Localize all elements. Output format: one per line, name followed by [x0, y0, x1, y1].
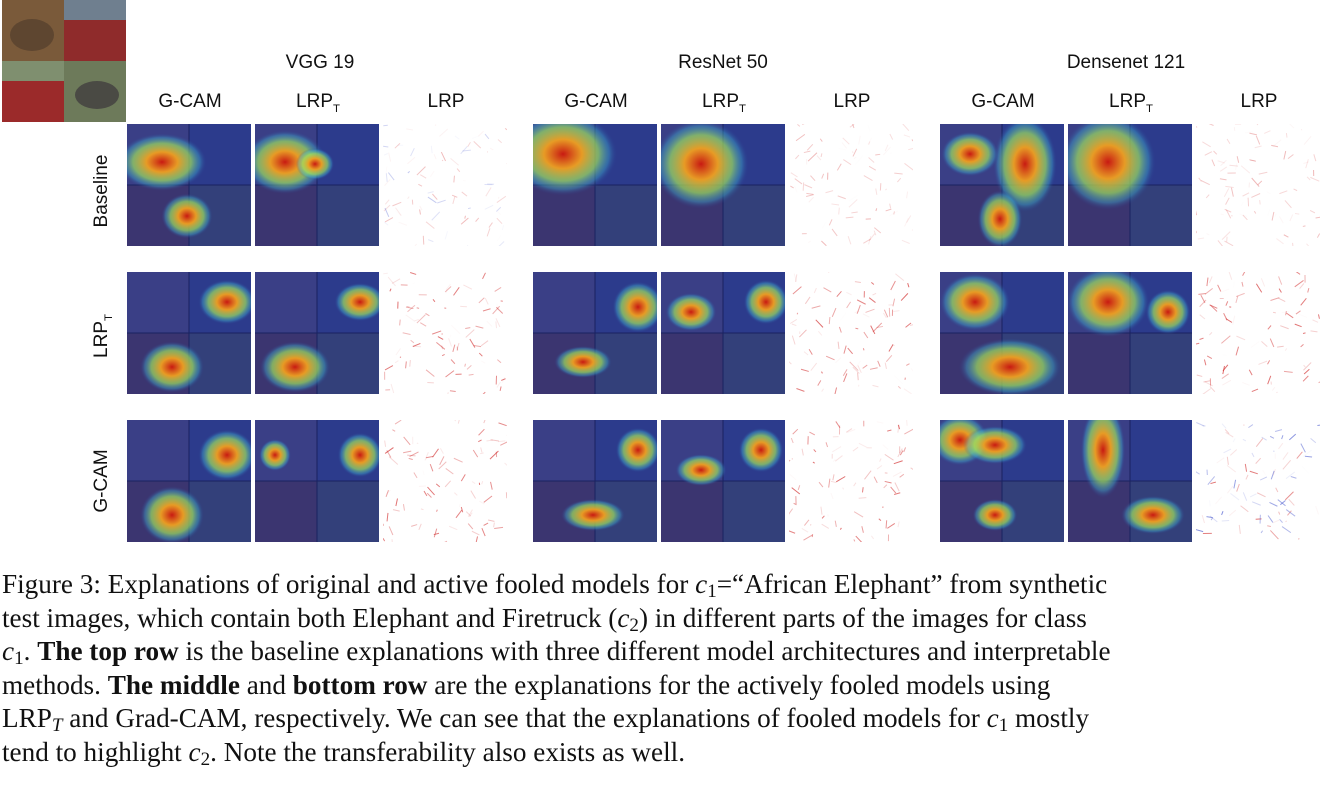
panel-lrpt-densenet121-gcam [940, 272, 1064, 394]
panel-baseline-resnet50-lrp [789, 124, 913, 246]
column-label-densenet121-lrp: LRP [1240, 91, 1278, 112]
figure-panel: VGG 19 ResNet 50 Densenet 121 G-CAM LRPT L… [2, 0, 1320, 542]
figure-caption: Figure 3: Explanations of original and a… [2, 569, 1111, 770]
column-label-densenet121-gcam: G-CAM [971, 91, 1035, 112]
panel-baseline-densenet121-gcam [940, 124, 1064, 246]
row-label-lrpt: LRPT [91, 314, 115, 358]
column-label-resnet50-lrp: LRP [833, 91, 871, 112]
panel-baseline-densenet121-lrpt [1068, 124, 1192, 246]
panel-baseline-vgg19-gcam [127, 124, 251, 246]
panel-gcam-densenet121-lrpt [1068, 420, 1192, 542]
panel-baseline-densenet121-lrp [1196, 124, 1320, 246]
panel-baseline-vgg19-lrp [383, 124, 507, 246]
panel-gcam-resnet50-lrpt [661, 420, 785, 542]
panel-gcam-densenet121-lrp [1196, 420, 1320, 542]
column-label-resnet50-gcam: G-CAM [564, 91, 628, 112]
panel-lrpt-resnet50-gcam [533, 272, 657, 394]
model-label-vgg19: VGG 19 [285, 52, 355, 73]
column-label-resnet50-lrpt: LRPT [702, 91, 746, 115]
panel-lrpt-vgg19-gcam [127, 272, 251, 394]
panel-baseline-vgg19-lrpt [255, 124, 379, 246]
panel-lrpt-resnet50-lrp [789, 272, 913, 394]
panel-lrpt-resnet50-lrpt [661, 272, 785, 394]
row-label-baseline: Baseline [91, 154, 112, 228]
panel-baseline-resnet50-lrpt [661, 124, 785, 246]
model-label-resnet50: ResNet 50 [678, 52, 768, 73]
panel-gcam-vgg19-gcam [127, 420, 251, 542]
column-label-vgg19-gcam: G-CAM [158, 91, 222, 112]
input-image-mosaic [2, 0, 126, 122]
column-label-vgg19-lrp: LRP [427, 91, 465, 112]
panel-baseline-resnet50-gcam [533, 124, 657, 246]
column-label-densenet121-lrpt: LRPT [1109, 91, 1153, 115]
panel-gcam-resnet50-gcam [533, 420, 657, 542]
row-label-gcam: G-CAM [91, 449, 112, 513]
panel-gcam-vgg19-lrpt [255, 420, 379, 542]
panel-gcam-densenet121-gcam [940, 420, 1064, 542]
panel-gcam-vgg19-lrp [383, 420, 507, 542]
panel-lrpt-densenet121-lrp [1196, 272, 1320, 394]
panel-lrpt-vgg19-lrpt [255, 272, 379, 394]
panel-lrpt-vgg19-lrp [383, 272, 507, 394]
panel-lrpt-densenet121-lrpt [1068, 272, 1192, 394]
model-label-densenet121: Densenet 121 [1066, 52, 1186, 73]
panel-gcam-resnet50-lrp [789, 420, 913, 542]
column-label-vgg19-lrpt: LRPT [296, 91, 340, 115]
